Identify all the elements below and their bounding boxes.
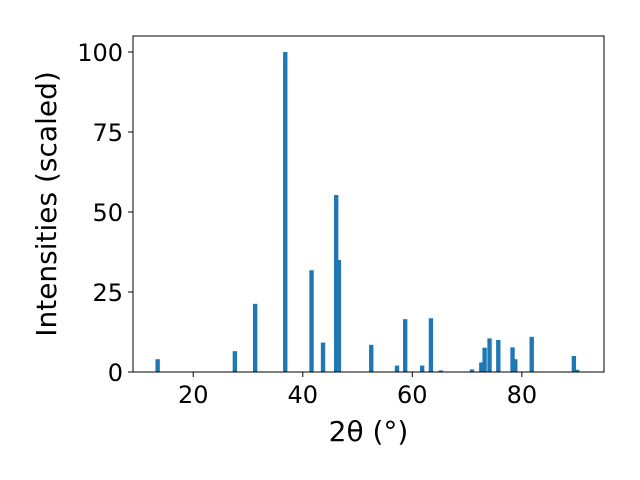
peak-bar bbox=[394, 365, 400, 372]
x-tick-label: 20 bbox=[178, 381, 209, 409]
x-axis-label: 2θ (°) bbox=[329, 415, 409, 448]
peak-bar bbox=[283, 52, 288, 372]
peak-bar bbox=[336, 260, 342, 372]
peak-bar bbox=[428, 318, 434, 372]
peak-bar bbox=[479, 362, 484, 372]
peak-bar bbox=[232, 351, 238, 372]
plot-frame bbox=[132, 35, 605, 373]
peak-bar bbox=[529, 336, 534, 372]
peak-bar bbox=[482, 347, 487, 372]
peak-bar bbox=[334, 195, 339, 372]
peak-bar bbox=[320, 342, 326, 372]
peak-bar bbox=[469, 369, 475, 372]
peak-bar bbox=[438, 370, 443, 372]
peak-bar bbox=[496, 340, 501, 372]
x-tick-label: 80 bbox=[507, 381, 538, 409]
peak-bar bbox=[369, 344, 374, 372]
y-axis-ticks: 0 25 50 75 100 bbox=[77, 39, 133, 387]
peak-bar bbox=[513, 359, 518, 372]
x-axis-ticks: 20 40 60 80 bbox=[178, 372, 537, 409]
peak-bar bbox=[155, 359, 160, 372]
y-tick-label: 50 bbox=[92, 199, 123, 227]
peak-bar bbox=[419, 365, 425, 372]
x-tick-label: 60 bbox=[397, 381, 428, 409]
y-tick-label: 100 bbox=[77, 39, 123, 67]
peak-bar bbox=[487, 338, 492, 372]
peak-bar bbox=[510, 347, 515, 372]
y-tick-label: 75 bbox=[92, 119, 123, 147]
peak-bar bbox=[252, 303, 258, 372]
y-axis-label: Intensities (scaled) bbox=[30, 71, 63, 337]
peak-bar bbox=[571, 356, 577, 372]
peak-bar bbox=[403, 319, 408, 372]
bars-group bbox=[155, 52, 580, 372]
y-tick-label: 0 bbox=[108, 359, 123, 387]
peak-bar bbox=[309, 270, 314, 372]
peak-bar bbox=[574, 369, 580, 372]
x-tick-label: 40 bbox=[288, 381, 319, 409]
y-tick-label: 25 bbox=[92, 279, 123, 307]
